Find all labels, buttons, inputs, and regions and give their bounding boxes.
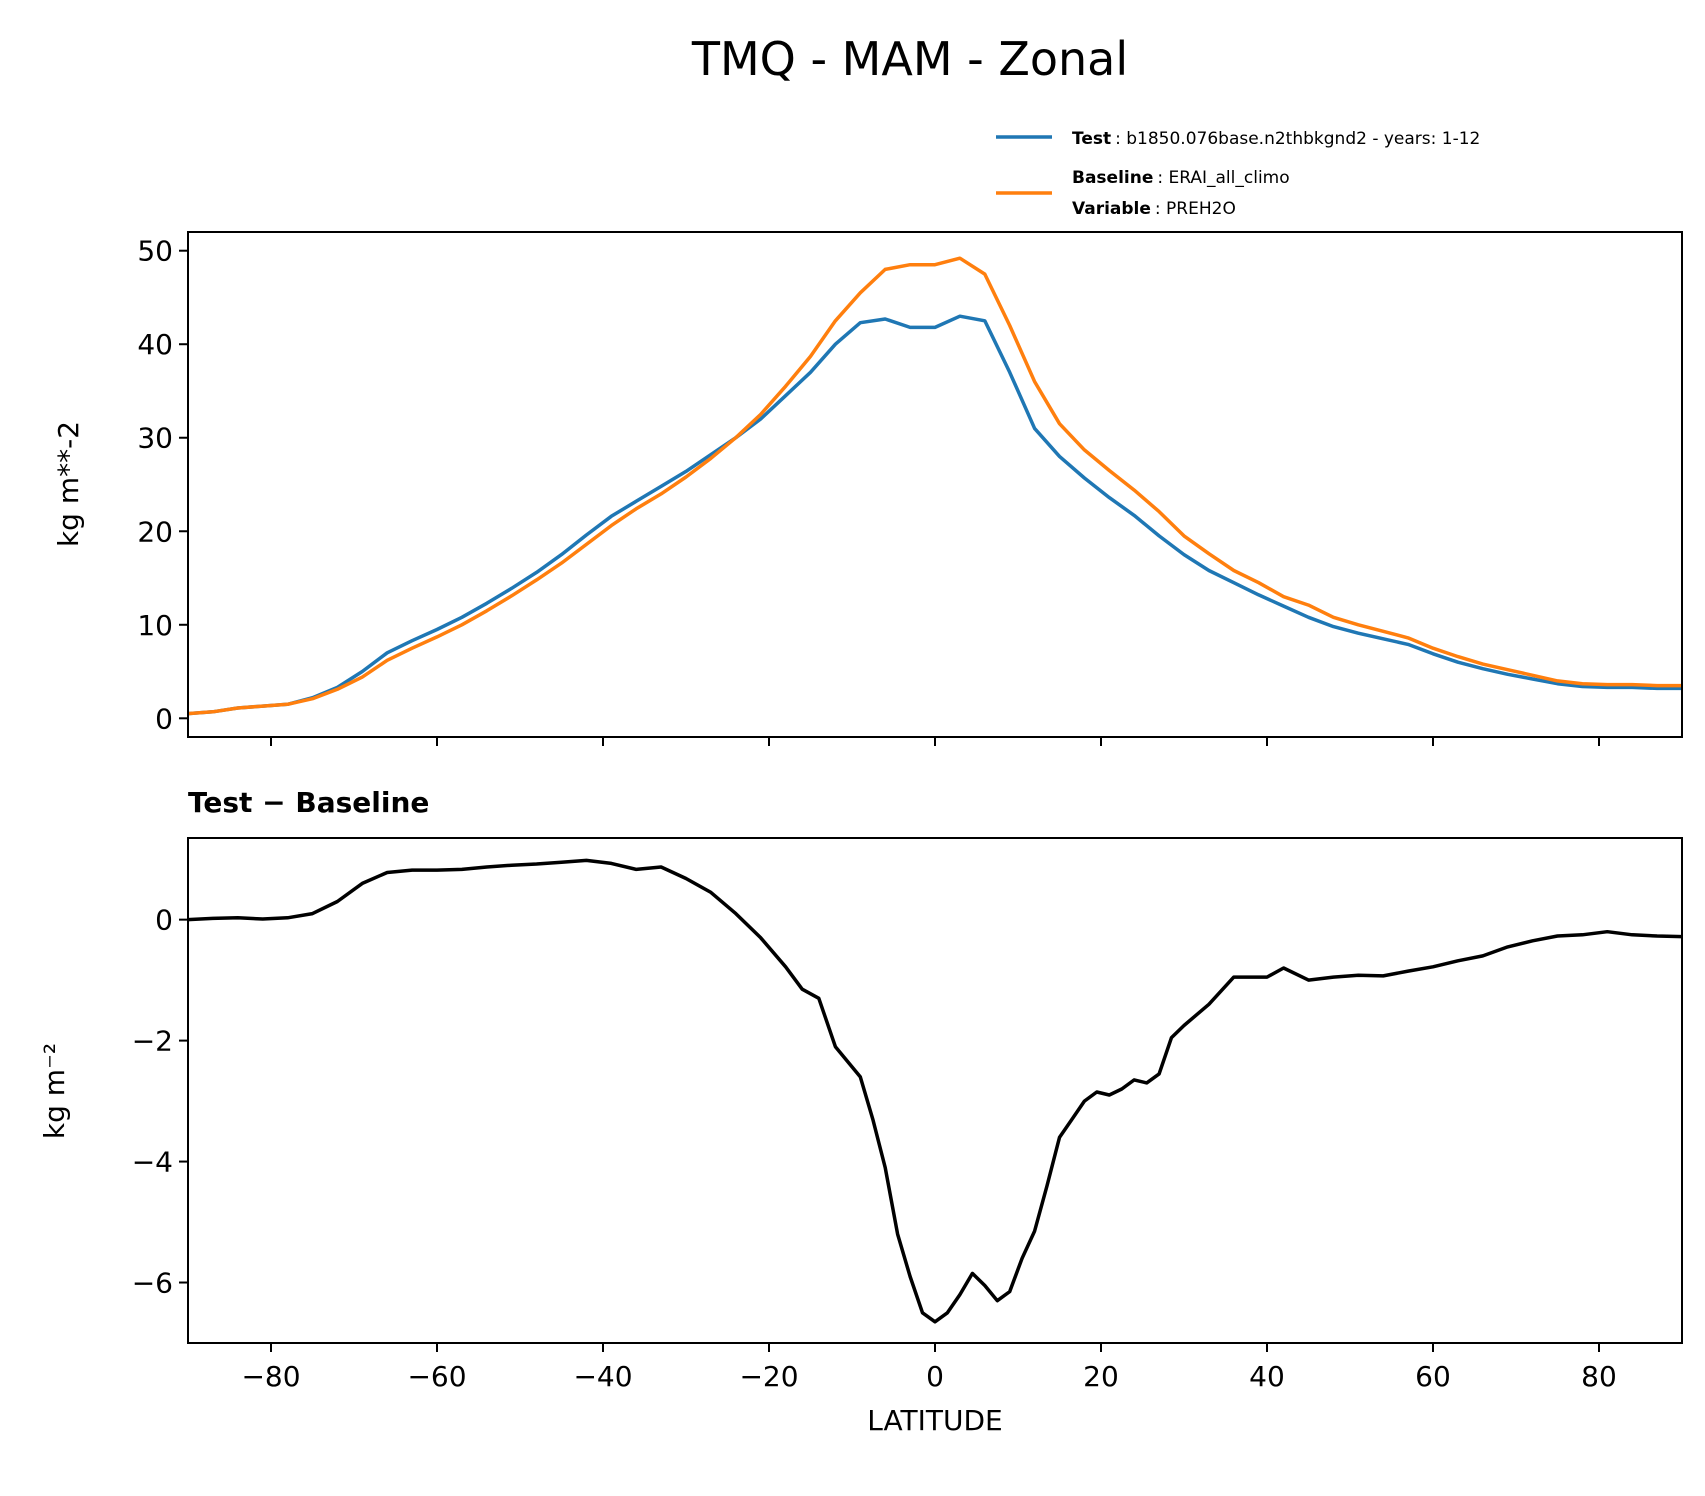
- top-ytick-label: 40: [137, 328, 173, 361]
- bottom-xtick-label: −40: [573, 1360, 632, 1393]
- bottom-panel-frame: [187, 837, 1683, 1344]
- bottom-xtick-label: −20: [739, 1360, 798, 1393]
- legend-test-entry: Test: b1850.076base.n2thbkgnd2 - years: …: [1072, 129, 1480, 149]
- top-ytick-label: 50: [137, 235, 173, 268]
- top-series-line-baseline: [187, 256, 1682, 716]
- bottom-panel-y-ticks: 0 −2 −4 −6: [132, 904, 188, 1300]
- top-ytick-label: 30: [137, 422, 173, 455]
- legend-test-text: : b1850.076base.n2thbkgnd2 - years: 1-12: [1115, 129, 1480, 149]
- bottom-series-line-test-baseline: [187, 858, 1683, 1324]
- bottom-ytick-label: 0: [155, 904, 173, 937]
- bottom-xtick-label: 80: [1581, 1360, 1617, 1393]
- bottom-xtick-label: 20: [1083, 1360, 1119, 1393]
- bottom-panel: Test − Baseline 0 −2 −4 −6 −80 −60 −40 −20 0 20 4…: [38, 786, 1683, 1437]
- top-ytick-label: 20: [137, 515, 173, 548]
- bottom-xtick-label: 60: [1415, 1360, 1451, 1393]
- legend-test-label: Test: [1072, 129, 1111, 149]
- top-ytick-label: 10: [137, 609, 173, 642]
- top-panel-y-ticks: 0 10 20 30 40 50: [137, 235, 188, 735]
- top-ytick-label: 0: [155, 702, 173, 735]
- top-panel: 0 10 20 30 40 50 kg m**-2: [52, 231, 1683, 746]
- bottom-xtick-label: 40: [1249, 1360, 1285, 1393]
- top-panel-ylabel: kg m**-2: [52, 421, 85, 547]
- bottom-panel-x-ticks: −80 −60 −40 −20 0 20 40 60 80: [241, 1343, 1617, 1393]
- bottom-panel-title: Test − Baseline: [188, 786, 429, 819]
- legend: Test: b1850.076base.n2thbkgnd2 - years: …: [996, 129, 1480, 219]
- top-series-line-test: [187, 314, 1682, 716]
- bottom-ytick-label: −6: [132, 1267, 173, 1300]
- bottom-ytick-label: −2: [132, 1025, 173, 1058]
- legend-baseline-entry: Baseline: ERAI_all_climo: [1072, 168, 1290, 188]
- figure-title: TMQ - MAM - Zonal: [691, 32, 1128, 86]
- legend-variable-text: : PREH2O: [1155, 199, 1236, 219]
- bottom-panel-xlabel: LATITUDE: [867, 1404, 1002, 1437]
- bottom-xtick-label: 0: [926, 1360, 944, 1393]
- legend-variable-label: Variable: [1072, 199, 1151, 219]
- bottom-panel-ylabel: kg m⁻²: [38, 1043, 71, 1139]
- bottom-panel-series: [187, 858, 1683, 1324]
- top-panel-x-ticks: [270, 737, 1600, 746]
- legend-baseline-label: Baseline: [1072, 168, 1153, 188]
- legend-baseline-text: : ERAI_all_climo: [1157, 168, 1289, 188]
- top-panel-series: [187, 256, 1682, 716]
- bottom-ytick-label: −4: [132, 1146, 173, 1179]
- legend-variable-entry: Variable: PREH2O: [1072, 199, 1236, 219]
- bottom-xtick-label: −60: [407, 1360, 466, 1393]
- bottom-xtick-label: −80: [241, 1360, 300, 1393]
